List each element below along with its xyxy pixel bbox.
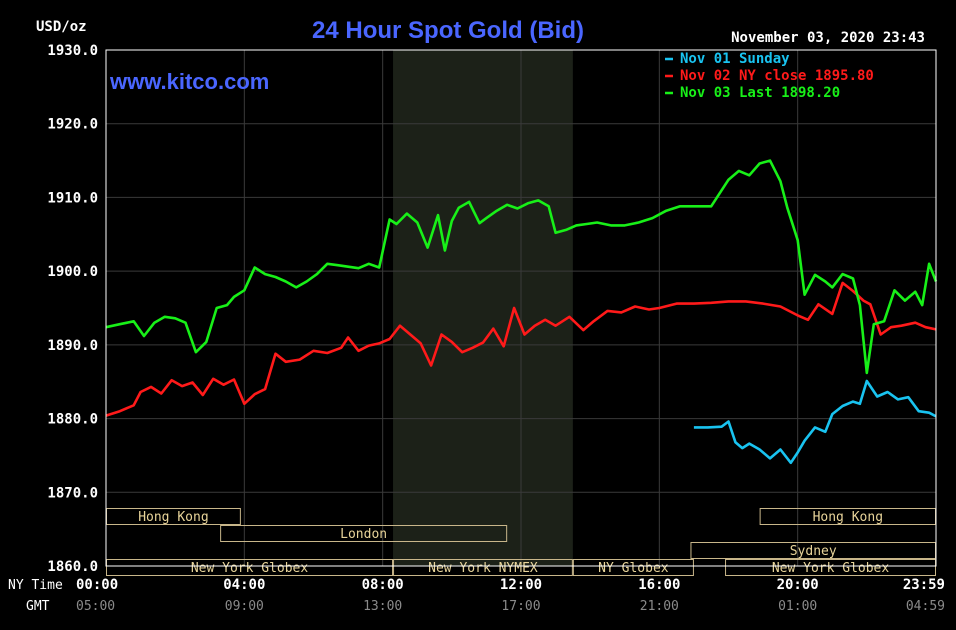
plot-area: Hong Kong Hong Kong London Sydney New York G… xyxy=(105,49,938,576)
series-line-2 xyxy=(105,159,938,375)
y-tick-label: 1880.0 xyxy=(47,412,98,428)
units-label: USD/oz xyxy=(36,19,87,35)
watermark-text: www.kitco.com xyxy=(109,69,269,94)
session-box xyxy=(393,559,573,576)
session-box xyxy=(572,559,694,576)
session-label: New York NYMEX xyxy=(428,561,538,576)
x-tick-label-gmt: 01:00 xyxy=(778,599,817,614)
x-tick-label-ny: 20:00 xyxy=(777,577,819,593)
x-tick-label-gmt: 05:00 xyxy=(76,599,115,614)
x-tick-label-ny: 12:00 xyxy=(500,577,542,593)
legend-label: Nov 01 Sunday xyxy=(680,51,790,67)
series-line-1 xyxy=(105,281,937,417)
y-axis: 1930.0 1920.0 1910.0 1900.0 1890.0 1880.0 1870… xyxy=(47,43,98,575)
session-label: NY Globex xyxy=(598,561,669,576)
session-label: Hong Kong xyxy=(813,510,883,525)
session-label: London xyxy=(340,527,387,542)
y-tick-label: 1930.0 xyxy=(47,43,98,59)
x-axis: NY Time GMT 00:00 05:00 04:00 09:00 08:00 13:… xyxy=(8,577,945,614)
x-tick-label-gmt: 21:00 xyxy=(640,599,679,614)
chart-title: 24 Hour Spot Gold (Bid) xyxy=(312,17,584,44)
x-tick-label-ny: 16:00 xyxy=(638,577,680,593)
y-tick-label: 1900.0 xyxy=(47,264,98,280)
x-tick-label-ny: 08:00 xyxy=(362,577,404,593)
x-tick-label-gmt: 09:00 xyxy=(225,599,264,614)
session-box xyxy=(725,559,937,576)
x-tick-label-gmt: 17:00 xyxy=(501,599,540,614)
x-tick-label-gmt: 04:59 xyxy=(906,599,945,614)
x-tick-label-ny: 00:00 xyxy=(76,577,118,593)
x-tick-label-gmt: 13:00 xyxy=(363,599,402,614)
x-tick-label-ny: 04:00 xyxy=(223,577,265,593)
shaded-session-region xyxy=(393,50,573,566)
session-label: Sydney xyxy=(790,544,837,559)
chart-timestamp: November 03, 2020 23:43 xyxy=(731,30,925,46)
x-tick-label-ny: 23:59 xyxy=(903,577,945,593)
y-tick-label: 1920.0 xyxy=(47,117,98,133)
legend-label: Nov 03 Last 1898.20 xyxy=(680,85,840,101)
plot-border xyxy=(105,49,937,567)
session-label: New York Globex xyxy=(191,561,309,576)
y-tick-label: 1890.0 xyxy=(47,338,98,354)
series-line-0 xyxy=(693,379,937,465)
y-tick-label: 1860.0 xyxy=(47,559,98,575)
session-label: Hong Kong xyxy=(138,510,208,525)
session-box xyxy=(220,525,508,542)
session-box xyxy=(106,559,394,576)
x-axis-gmt-label: GMT xyxy=(26,599,50,614)
x-axis-ny-label: NY Time xyxy=(8,578,63,593)
legend-label: Nov 02 NY close 1895.80 xyxy=(680,68,874,84)
y-tick-label: 1910.0 xyxy=(47,190,98,206)
y-tick-label: 1870.0 xyxy=(47,485,98,501)
session-label: New York Globex xyxy=(772,561,890,576)
